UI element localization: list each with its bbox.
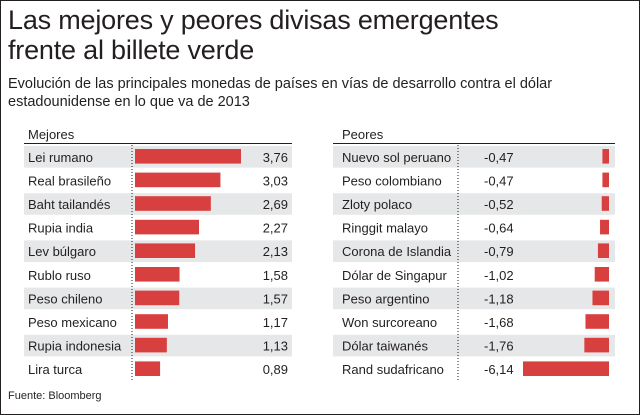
worst-currencies-chart: Nuevo sol peruano -0,47 Peso colombiano -0,… (333, 145, 615, 381)
worst-value-label: -0,47 (484, 173, 514, 188)
best-bar (135, 290, 180, 306)
worst-bar (592, 290, 609, 306)
worst-bar (585, 314, 609, 329)
best-panel-header: Mejores (28, 127, 75, 142)
worst-row-stripe (333, 146, 615, 168)
best-value-label: 0,89 (263, 362, 288, 377)
worst-category-label: Nuevo sol peruano (342, 150, 451, 165)
best-value-label: 3,03 (263, 173, 288, 188)
best-value-label: 2,27 (263, 221, 288, 236)
best-category-label: Rupia indonesia (28, 339, 122, 354)
best-bar (135, 196, 211, 211)
worst-value-label: -0,79 (484, 244, 514, 259)
worst-bar (602, 172, 609, 188)
best-bar (135, 172, 221, 188)
worst-category-label: Zloty polaco (342, 197, 412, 212)
worst-panel-rule (333, 143, 615, 144)
worst-value-label: -1,02 (484, 268, 514, 283)
worst-category-label: Ringgit malayo (342, 221, 428, 236)
best-value-label: 2,69 (263, 197, 288, 212)
best-value-label: 1,57 (263, 291, 288, 306)
worst-category-label: Dólar taiwanés (342, 339, 428, 354)
chart-subtitle: Evolución de las principales monedas de … (8, 75, 628, 111)
worst-row-stripe (333, 334, 615, 357)
worst-value-label: -1,76 (484, 339, 514, 354)
best-category-label: Lev búlgaro (28, 244, 96, 259)
best-category-label: Lira turca (28, 362, 83, 377)
best-bar (135, 361, 161, 376)
best-bar (135, 149, 241, 164)
worst-bar (600, 219, 609, 235)
chart-title: Las mejores y peores divisas emergentes … (8, 5, 628, 65)
title-line-1: Las mejores y peores divisas emergentes (8, 5, 499, 35)
worst-bar (601, 196, 609, 211)
worst-panel-header: Peores (342, 127, 384, 142)
best-panel-rule (24, 143, 292, 144)
best-bar (135, 314, 168, 329)
worst-value-label: -1,68 (484, 315, 514, 330)
best-bar (135, 337, 167, 353)
worst-value-label: -0,47 (484, 150, 514, 165)
best-category-label: Lei rumano (28, 150, 93, 165)
best-value-label: 1,58 (263, 268, 288, 283)
worst-bar (584, 337, 609, 353)
worst-row-stripe (333, 193, 615, 215)
worst-category-label: Dólar de Singapur (342, 268, 447, 283)
best-category-label: Peso chileno (28, 291, 102, 306)
best-category-label: Rupia india (28, 221, 94, 236)
best-category-label: Rublo ruso (28, 268, 91, 283)
worst-bar (602, 149, 609, 164)
best-value-label: 1,13 (263, 339, 288, 354)
worst-category-label: Won surcoreano (342, 315, 437, 330)
best-category-label: Real brasileño (28, 173, 111, 188)
subtitle-line-2: estadounidense en lo que va de 2013 (8, 94, 250, 110)
best-value-label: 2,13 (263, 244, 288, 259)
best-value-label: 1,17 (263, 315, 288, 330)
worst-value-label: -6,14 (484, 362, 514, 377)
best-value-label: 3,76 (263, 150, 288, 165)
best-currencies-chart: Lei rumano 3,76 Real brasileño 3,03 Baht tai… (24, 145, 292, 381)
worst-category-label: Rand sudafricano (342, 362, 444, 377)
worst-bar (597, 243, 609, 258)
best-bar (135, 267, 180, 282)
title-line-2: frente al billete verde (8, 35, 255, 65)
worst-row-stripe (333, 287, 615, 310)
worst-value-label: -0,52 (484, 197, 514, 212)
worst-bar (523, 361, 609, 376)
worst-category-label: Peso colombiano (342, 173, 442, 188)
worst-category-label: Corona de Islandia (342, 244, 452, 259)
best-bar (135, 219, 199, 235)
best-category-label: Peso mexicano (28, 315, 117, 330)
subtitle-line-1: Evolución de las principales monedas de … (8, 76, 553, 92)
worst-value-label: -0,64 (484, 221, 514, 236)
best-category-label: Baht tailandés (28, 197, 111, 212)
best-bar (135, 243, 196, 258)
worst-bar (594, 267, 609, 282)
worst-category-label: Peso argentino (342, 291, 429, 306)
worst-row-stripe (333, 240, 615, 262)
source-note: Fuente: Bloomberg (8, 390, 102, 402)
worst-value-label: -1,18 (484, 291, 514, 306)
